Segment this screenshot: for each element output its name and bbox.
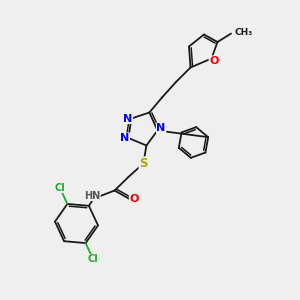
Text: S: S: [139, 157, 148, 170]
Text: Cl: Cl: [54, 183, 65, 193]
Text: O: O: [209, 56, 219, 66]
Text: N: N: [120, 133, 129, 143]
Text: Cl: Cl: [88, 254, 99, 264]
Text: N: N: [157, 123, 166, 133]
Text: O: O: [129, 194, 139, 205]
Text: CH₃: CH₃: [235, 28, 253, 37]
Text: N: N: [123, 113, 132, 124]
Text: HN: HN: [84, 190, 100, 201]
